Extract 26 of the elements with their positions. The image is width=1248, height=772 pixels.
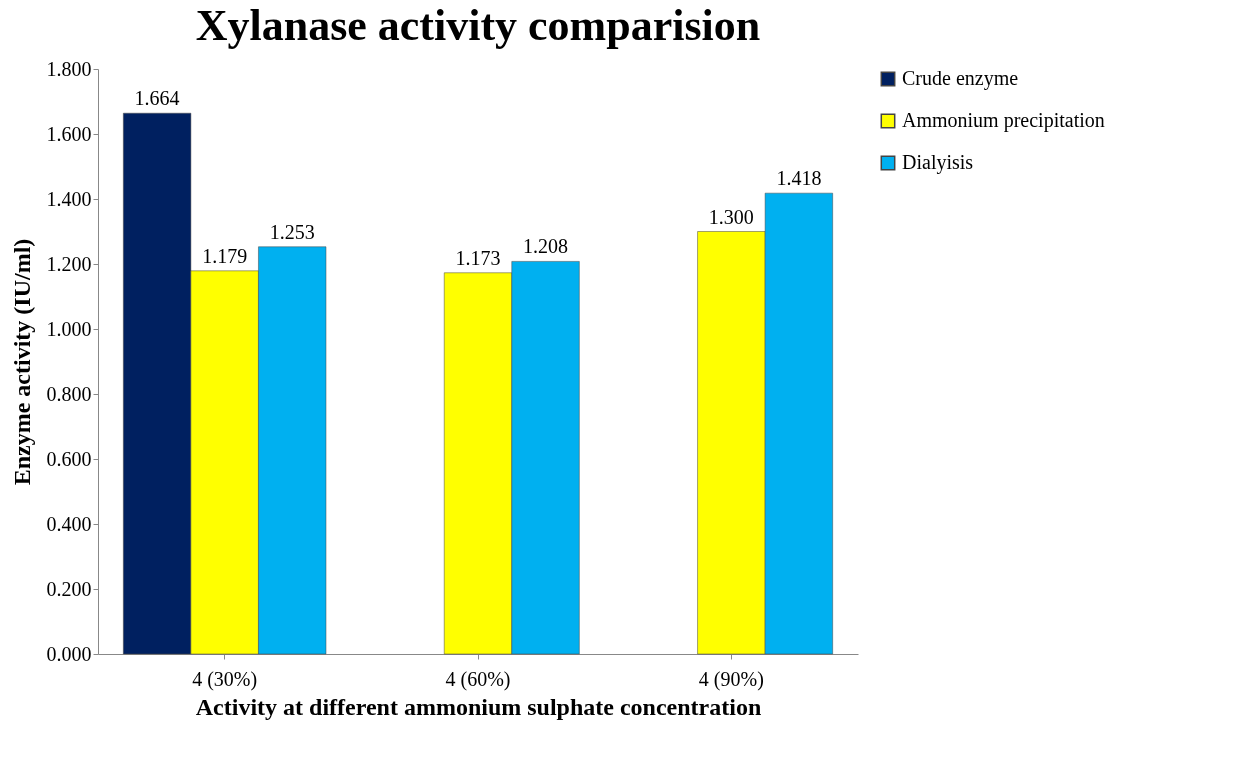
x-axis-title: Activity at different ammonium sulphate concentration	[195, 693, 762, 720]
y-tick-label: 0.200	[46, 577, 92, 600]
chart-title: Xylanase activity comparision	[195, 1, 761, 50]
x-tick-label: 4 (30%)	[192, 667, 258, 691]
y-tick-label: 0.800	[46, 382, 92, 405]
y-tick-label: 1.000	[46, 317, 92, 340]
legend-label: Ammonium precipitation	[902, 109, 1105, 132]
data-label: 1.418	[776, 167, 822, 190]
y-tick-label: 1.400	[46, 187, 92, 210]
data-label: 1.179	[202, 244, 248, 267]
data-label: 1.253	[269, 220, 315, 243]
y-tick-label: 0.400	[46, 512, 92, 535]
data-label: 1.300	[708, 205, 754, 228]
y-tick-label: 1.800	[46, 57, 92, 80]
y-tick-label: 1.200	[46, 252, 92, 275]
legend-label: Dialyisis	[902, 151, 974, 174]
y-tick-label: 0.600	[46, 447, 92, 470]
data-label: 1.208	[523, 235, 569, 258]
legend-label: Crude enzyme	[902, 67, 1019, 90]
x-tick-label: 4 (60%)	[445, 667, 511, 691]
y-tick-label: 0.000	[46, 642, 92, 665]
data-label: 1.173	[455, 246, 501, 269]
x-tick-label: 4 (90%)	[698, 667, 764, 691]
y-axis-title: Enzyme activity (IU/ml)	[8, 238, 35, 486]
y-tick-label: 1.600	[46, 122, 92, 145]
data-label: 1.664	[134, 87, 180, 110]
